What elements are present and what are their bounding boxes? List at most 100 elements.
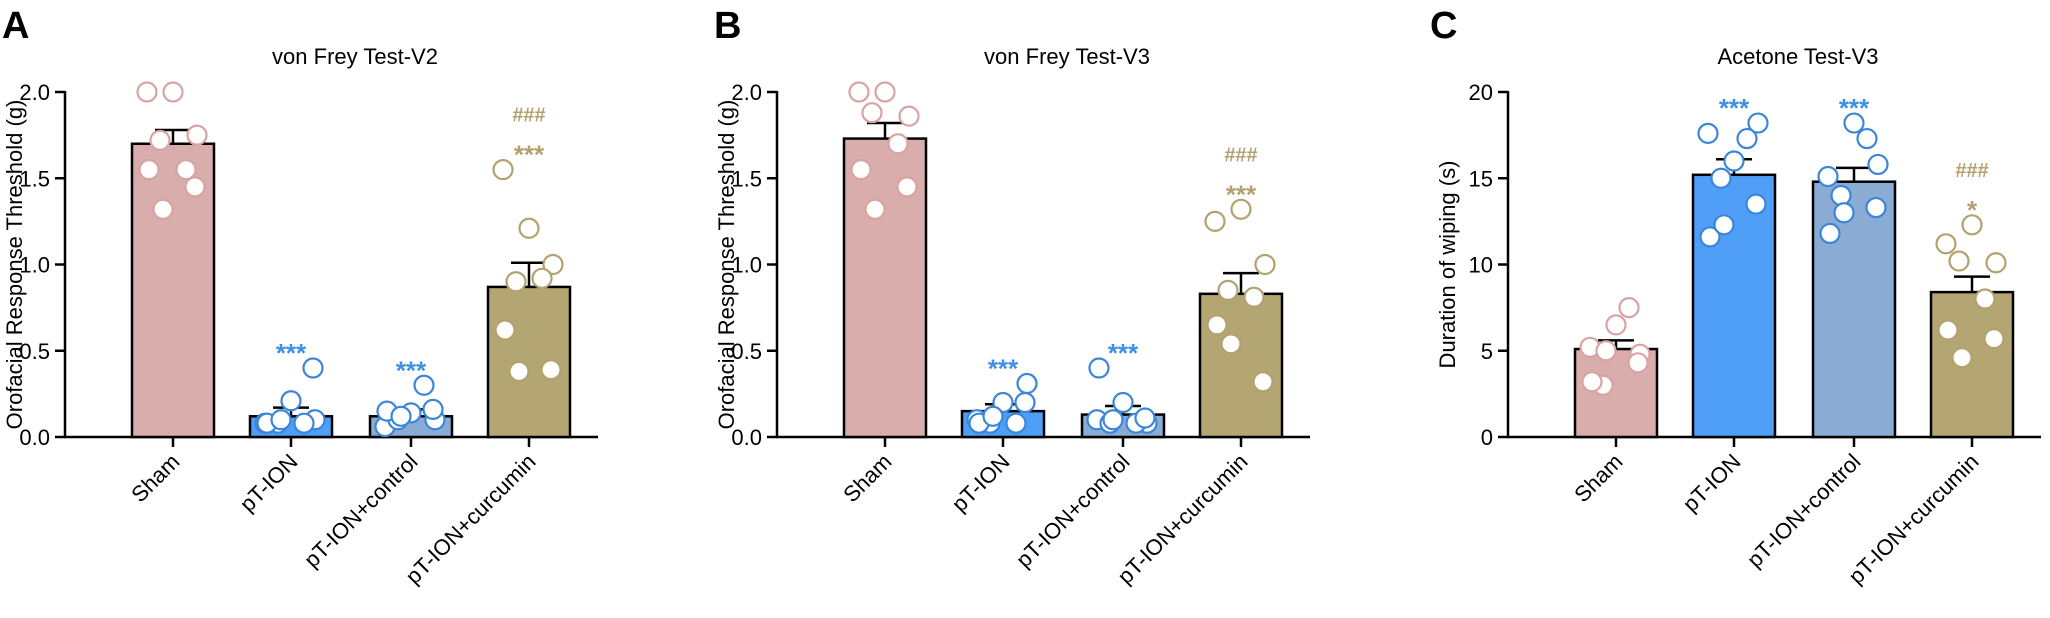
data-point [1102,409,1124,431]
data-point [1745,193,1767,215]
x-tick-label: pT-ION+curcumin [1844,449,1984,589]
data-point [1252,371,1274,393]
y-axis-label: Orofacial Response Threshold (g) [714,100,739,430]
data-point [1819,222,1841,245]
significance-star: *** [514,140,545,170]
data-point [149,129,171,151]
x-tick-label: pT-ION [947,449,1015,517]
data-point [422,398,444,420]
data-point [1699,226,1721,248]
data-point [1948,250,1970,272]
significance-hash: ### [512,105,545,127]
data-point [887,133,909,155]
panel-label: B [714,5,741,47]
data-point [531,267,553,289]
x-tick-label: pT-ION+control [1011,449,1135,573]
significance-hash: ### [1955,160,1988,182]
chart-title: Acetone Test-V3 [1717,44,1878,69]
x-tick-label: Sham [126,449,184,507]
data-point [1230,198,1252,220]
data-point [1005,412,1027,434]
data-point [848,81,870,103]
y-axis-label: Orofacial Response Threshold (g) [2,100,27,430]
significance-hash: ### [1224,144,1257,166]
significance-star: *** [1226,179,1257,209]
data-point [850,159,872,181]
data-point [1736,127,1758,150]
data-point [390,405,412,427]
panel-label: A [2,5,29,47]
panel-label: C [1430,5,1457,47]
data-point [861,102,883,124]
data-point [982,405,1004,427]
bar-3 [1929,290,2015,439]
data-point [1856,127,1878,150]
data-point [898,105,920,127]
y-tick-label: 0.0 [19,425,50,450]
chart-title: von Frey Test-V3 [984,44,1150,69]
data-point [1865,196,1887,219]
data-point [1618,297,1640,319]
data-point [518,217,540,239]
data-point [175,159,197,181]
data-point [492,159,514,181]
y-axis-label: Duration of wiping (s) [1435,161,1460,369]
data-point [1935,233,1957,255]
significance-star: *** [276,338,307,368]
data-point [184,176,206,198]
data-point [542,253,564,276]
y-tick-label: 5 [1481,339,1493,364]
y-tick-label: 1.5 [19,166,50,191]
data-point [1243,286,1265,308]
data-point [1961,214,1983,236]
data-point [1817,165,1839,188]
data-point [1134,407,1156,429]
data-point [1112,391,1134,414]
data-point [540,359,562,381]
data-point [1951,347,1973,369]
data-point [1254,253,1276,276]
x-tick-label: pT-ION [235,449,303,517]
data-point [1974,288,1996,310]
x-tick-label: Sham [838,449,896,507]
data-point [1217,279,1239,301]
data-point [1595,340,1617,362]
data-point [162,81,184,103]
data-point [293,412,315,434]
significance-star: *** [988,354,1019,384]
significance-star: *** [1839,93,1870,123]
x-tick-label: pT-ION [1678,449,1746,517]
data-point [1581,371,1603,393]
data-point [864,198,886,220]
data-point [1713,214,1735,236]
significance-star: * [1967,195,1978,225]
y-tick-label: 0 [1481,425,1493,450]
y-tick-label: 0.5 [19,339,50,364]
data-point [1627,352,1649,374]
data-point [1605,314,1627,336]
significance-star: *** [1719,93,1750,123]
y-tick-label: 1.5 [731,166,762,191]
data-point [1088,357,1110,379]
y-tick-label: 1.0 [19,253,50,278]
data-point [1833,202,1855,224]
y-tick-label: 2.0 [19,80,50,105]
significance-star: *** [396,355,427,385]
data-point [1204,210,1226,232]
x-tick-label: pT-ION+control [299,449,423,573]
data-point [1937,319,1959,341]
x-tick-label: Sham [1569,449,1627,507]
data-point [1697,122,1719,144]
data-point [505,271,527,293]
y-tick-label: 20 [1469,80,1493,105]
data-point [1220,333,1242,355]
data-point [136,81,158,103]
data-point [1710,167,1732,189]
data-point [1867,153,1889,176]
data-point [1206,314,1228,336]
data-point [1983,328,2005,350]
data-point [896,176,918,198]
